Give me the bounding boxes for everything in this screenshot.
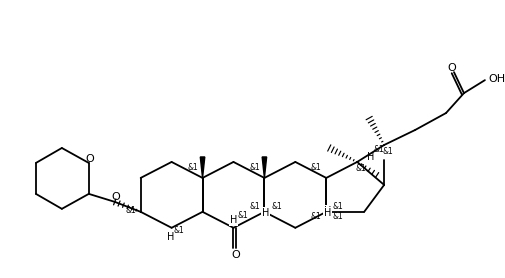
Text: &1: &1 — [187, 163, 197, 172]
Text: &1: &1 — [332, 202, 343, 211]
Polygon shape — [262, 157, 266, 178]
Text: &1: &1 — [310, 212, 321, 221]
Text: O: O — [231, 250, 239, 260]
Text: O: O — [111, 192, 120, 202]
Text: &1: &1 — [271, 202, 281, 211]
Text: OH: OH — [487, 74, 504, 84]
Text: H: H — [323, 206, 330, 216]
Text: H: H — [323, 208, 330, 218]
Text: H: H — [229, 215, 237, 225]
Text: &1: &1 — [373, 145, 384, 155]
Polygon shape — [200, 157, 205, 178]
Text: &1: &1 — [332, 212, 343, 221]
Text: H: H — [367, 152, 374, 162]
Text: &1: &1 — [310, 163, 321, 172]
Text: &1: &1 — [355, 164, 366, 173]
Text: H: H — [261, 208, 269, 218]
Text: &1: &1 — [125, 206, 136, 215]
Text: &1: &1 — [382, 147, 393, 157]
Text: &1: &1 — [248, 163, 259, 172]
Text: &1: &1 — [248, 202, 259, 211]
Text: H: H — [167, 232, 174, 242]
Text: O: O — [85, 154, 94, 164]
Text: O: O — [447, 63, 456, 73]
Text: &1: &1 — [237, 211, 247, 220]
Text: &1: &1 — [173, 226, 184, 235]
